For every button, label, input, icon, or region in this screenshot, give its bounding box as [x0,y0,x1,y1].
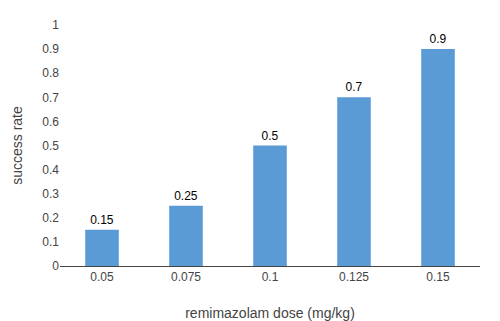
svg-text:0.4: 0.4 [42,163,59,177]
svg-text:0.5: 0.5 [261,129,278,143]
svg-text:0.7: 0.7 [42,91,59,105]
svg-text:0.3: 0.3 [42,187,59,201]
svg-text:success rate: success rate [9,106,25,185]
svg-text:0.1: 0.1 [262,270,279,284]
svg-text:0.05: 0.05 [90,270,114,284]
svg-text:0.8: 0.8 [42,66,59,80]
svg-text:0: 0 [52,259,59,273]
svg-text:0.1: 0.1 [42,235,59,249]
svg-text:0.25: 0.25 [174,189,198,203]
svg-text:0.15: 0.15 [426,270,450,284]
svg-text:0.7: 0.7 [345,80,362,94]
svg-text:0.6: 0.6 [42,115,59,129]
svg-text:remimazolam dose (mg/kg): remimazolam dose (mg/kg) [185,305,355,321]
svg-text:0.9: 0.9 [429,32,446,46]
svg-text:0.5: 0.5 [42,139,59,153]
svg-text:1: 1 [52,18,59,32]
svg-text:0.125: 0.125 [339,270,369,284]
svg-text:0.9: 0.9 [42,42,59,56]
svg-text:0.2: 0.2 [42,211,59,225]
svg-text:0.15: 0.15 [90,213,114,227]
svg-text:0.075: 0.075 [171,270,201,284]
